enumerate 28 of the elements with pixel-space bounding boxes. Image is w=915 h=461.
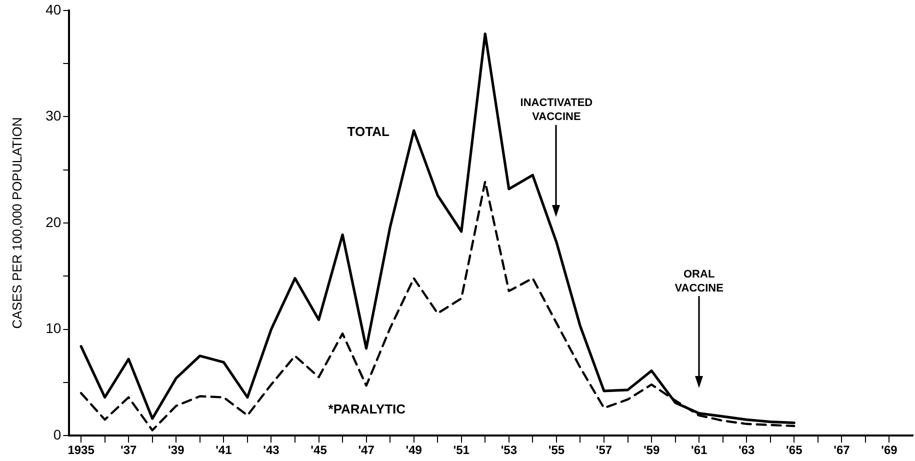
x-tick-label: '53 (500, 443, 518, 458)
x-tick-label: '51 (453, 443, 470, 458)
x-tick-label: '43 (263, 443, 280, 458)
y-tick-label: 10 (46, 320, 62, 336)
series-label: *PARALYTIC (328, 402, 406, 417)
x-tick-label: '69 (881, 443, 898, 458)
y-tick-label: 0 (53, 426, 62, 442)
series-label: TOTAL (347, 124, 390, 140)
x-tick-label: 1935 (68, 443, 95, 458)
y-tick-label: 40 (46, 1, 62, 18)
x-tick-label: '39 (168, 443, 185, 458)
y-tick-label: 30 (46, 108, 62, 124)
x-tick-label: '57 (596, 443, 612, 458)
y-axis-title: CASES PER 100,000 POPULATION (9, 117, 24, 329)
x-tick-label: '45 (310, 443, 328, 458)
x-tick-label: '37 (120, 443, 138, 458)
y-tick-label: 20 (46, 214, 62, 230)
x-tick-label: '67 (834, 443, 850, 458)
x-tick-label: '47 (358, 443, 375, 458)
x-tick-label: '61 (690, 443, 708, 458)
x-tick-label: '59 (643, 443, 660, 458)
x-tick-label: '55 (548, 443, 565, 458)
x-tick-label: '63 (738, 443, 756, 458)
ref-line-label: ORAL VACCINE (674, 268, 724, 294)
x-tick-label: '65 (786, 443, 803, 458)
ref-line-label: INACTIVATED VACCINE (520, 97, 593, 124)
x-tick-label: '41 (216, 443, 232, 458)
x-tick-label: '49 (406, 443, 422, 458)
